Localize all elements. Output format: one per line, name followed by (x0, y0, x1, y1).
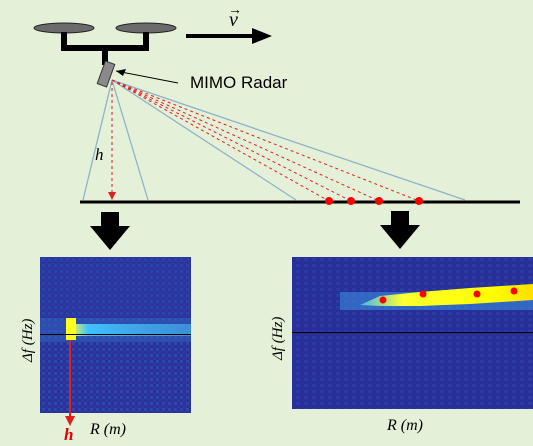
left-h-marker (65, 340, 75, 426)
height-label: h (95, 145, 104, 164)
left-x-axis-label: R (m) (89, 421, 126, 438)
target-points (325, 197, 423, 205)
down-arrow-icon (90, 212, 130, 250)
height-line (108, 82, 116, 200)
right-heatmap (292, 257, 533, 409)
left-h-label: h (64, 425, 73, 441)
beam-lines (82, 79, 466, 201)
radar-pointer (115, 69, 179, 84)
velocity-symbol: v (229, 9, 238, 31)
right-y-axis-label: Δf (Hz) (270, 317, 286, 361)
down-arrow-icon (380, 211, 420, 249)
radar-label: MIMO Radar (190, 73, 288, 92)
radar-sensor-icon (96, 60, 116, 88)
right-x-axis-label: R (m) (386, 417, 423, 434)
left-y-axis-label: Δf (Hz) (20, 319, 36, 363)
left-heatmap (40, 257, 191, 413)
velocity-arrow (186, 28, 272, 44)
velocity-symbol-arrow: → (228, 3, 242, 18)
drone-icon (33, 22, 177, 65)
target-rays (111, 79, 420, 202)
right-targets (379, 287, 518, 304)
